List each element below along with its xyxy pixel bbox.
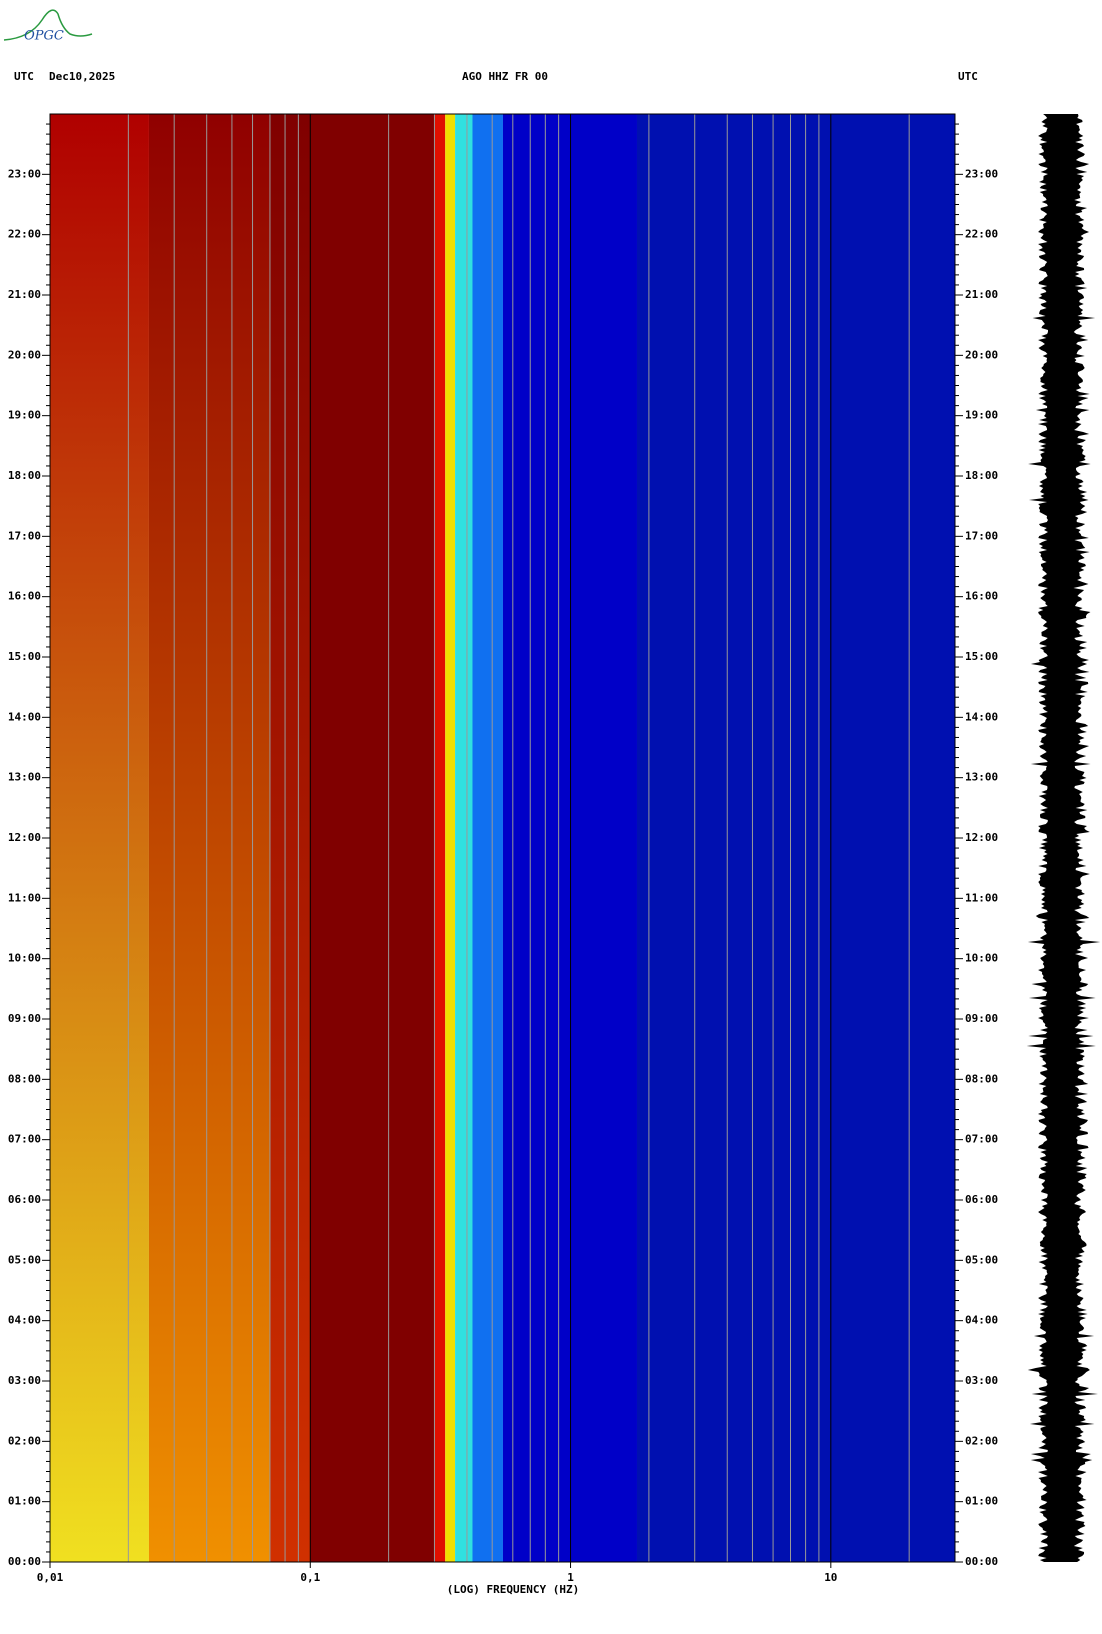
spectral-band [50,114,149,1562]
spectral-band [455,114,473,1562]
y-tick-label: 08:00 [965,1072,998,1085]
spectral-band [445,114,456,1562]
x-tick-label: 0,01 [37,1571,64,1584]
y-tick-label: 12:00 [965,831,998,844]
y-tick-label: 20:00 [965,348,998,361]
spectral-band [636,114,955,1562]
y-tick-label: 11:00 [965,891,998,904]
y-tick-label: 06:00 [965,1193,998,1206]
y-tick-label: 22:00 [965,228,998,241]
spectral-band [434,114,446,1562]
x-axis-label: (LOG) FREQUENCY (HZ) [447,1583,579,1596]
y-tick-label: 02:00 [965,1434,998,1447]
y-tick-label: 03:00 [8,1374,41,1387]
y-tick-label: 03:00 [965,1374,998,1387]
y-tick-label: 18:00 [965,469,998,482]
y-tick-label: 12:00 [8,831,41,844]
y-tick-label: 22:00 [8,228,41,241]
y-tick-label: 07:00 [965,1133,998,1146]
y-tick-label: 23:00 [8,167,41,180]
y-tick-label: 09:00 [965,1012,998,1025]
y-tick-label: 02:00 [8,1434,41,1447]
y-tick-label: 11:00 [8,891,41,904]
plot: 0,01 0,1 1 10 00:00 00:00 01:00 01:00 02:00 02:00… [8,113,998,1584]
timezone-right: UTC [958,70,978,83]
y-tick-label: 09:00 [8,1012,41,1025]
y-tick-label: 01:00 [965,1495,998,1508]
y-tick-label: 19:00 [8,409,41,422]
y-tick-label: 23:00 [965,167,998,180]
y-tick-label: 00:00 [8,1555,41,1568]
x-tick-label: 0,1 [300,1571,320,1584]
y-tick-label: 05:00 [965,1253,998,1266]
y-tick-label: 17:00 [8,529,41,542]
y-tick-label: 13:00 [8,771,41,784]
seismogram [1026,114,1101,1562]
spectral-band [269,114,311,1562]
y-tick-label: 10:00 [8,952,41,965]
x-tick-label: 10 [824,1571,837,1584]
y-tick-label: 06:00 [8,1193,41,1206]
logo: OPGC [3,9,93,44]
y-tick-label: 15:00 [965,650,998,663]
logo-text: OPGC [24,29,64,44]
y-tick-label: 18:00 [8,469,41,482]
y-tick-label: 00:00 [965,1555,998,1568]
y-tick-label: 07:00 [8,1133,41,1146]
logo-curve [3,9,93,41]
y-tick-label: 16:00 [965,590,998,603]
y-tick-label: 19:00 [965,409,998,422]
y-tick-label: 08:00 [8,1072,41,1085]
plot-frame [49,113,956,1563]
x-tick-label: 1 [567,1571,574,1584]
y-tick-label: 01:00 [8,1495,41,1508]
y-tick-label: 14:00 [8,710,41,723]
spectral-band [502,114,637,1562]
date: Dec10,2025 [49,70,115,83]
y-tick-label: 17:00 [965,529,998,542]
y-tick-label: 21:00 [965,288,998,301]
y-tick-label: 04:00 [965,1314,998,1327]
timezone-left: UTC [14,70,34,83]
y-tick-label: 10:00 [965,952,998,965]
y-tick-label: 15:00 [8,650,41,663]
y-tick-label: 16:00 [8,590,41,603]
spectral-band [310,114,435,1562]
spectral-band [472,114,503,1562]
chart-title: AGO HHZ FR 00 [462,70,548,83]
spectral-band [148,114,270,1562]
y-tick-label: 13:00 [965,771,998,784]
y-tick-label: 14:00 [965,710,998,723]
y-tick-label: 05:00 [8,1253,41,1266]
y-tick-label: 20:00 [8,348,41,361]
y-tick-label: 04:00 [8,1314,41,1327]
y-tick-label: 21:00 [8,288,41,301]
